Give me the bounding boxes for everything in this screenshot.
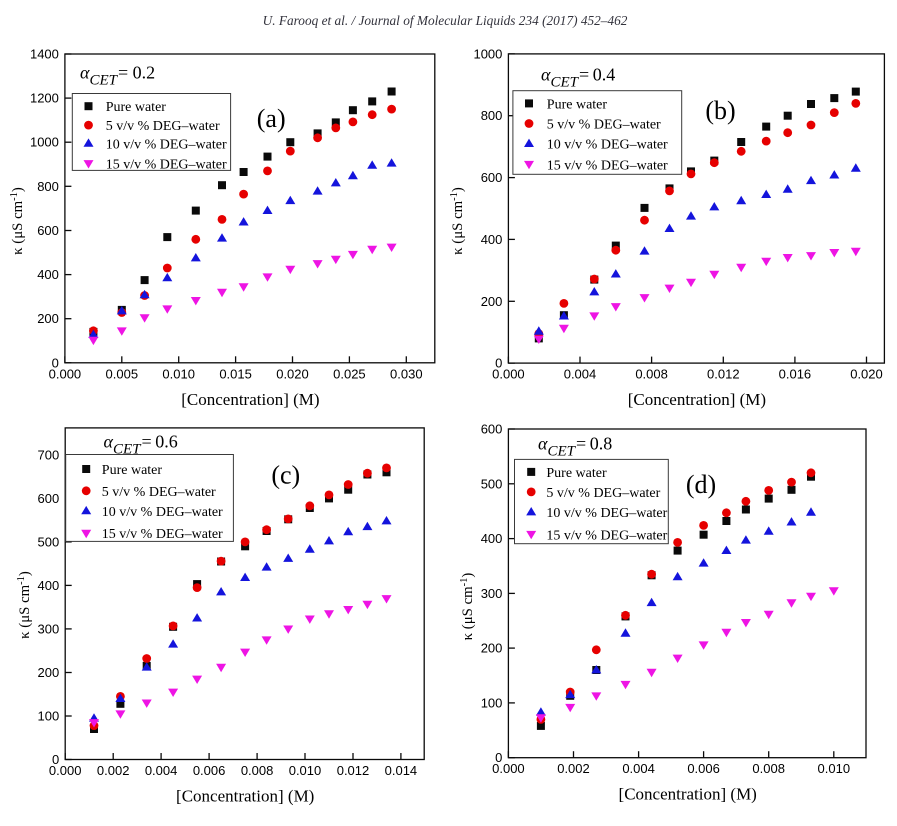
svg-text:0.030: 0.030 [390,366,423,381]
svg-text:600: 600 [37,491,59,506]
svg-text:15 v/v % DEG–water: 15 v/v % DEG–water [547,158,668,173]
svg-text:15 v/v % DEG–water: 15 v/v % DEG–water [106,158,227,173]
svg-text:0.014: 0.014 [385,763,418,778]
svg-text:0.002: 0.002 [557,761,590,776]
svg-text:0: 0 [495,356,502,371]
svg-text:Pure water: Pure water [106,100,167,115]
svg-text:10 v/v % DEG–water: 10 v/v % DEG–water [547,138,668,153]
svg-text:κ (μS cm-1): κ (μS cm-1) [459,573,476,641]
svg-text:100: 100 [37,709,59,724]
svg-text:200: 200 [481,641,503,656]
svg-text:10 v/v % DEG–water: 10 v/v % DEG–water [106,137,227,152]
svg-text:600: 600 [481,422,503,437]
svg-text:1200: 1200 [30,91,59,106]
svg-text:κ (μS cm-1): κ (μS cm-1) [9,187,26,255]
svg-text:200: 200 [37,311,59,326]
svg-text:10 v/v % DEG–water: 10 v/v % DEG–water [102,505,223,520]
svg-text:400: 400 [481,531,503,546]
svg-text:0.012: 0.012 [707,367,740,382]
svg-text:0.015: 0.015 [219,366,252,381]
svg-text:10 v/v % DEG–water: 10 v/v % DEG–water [546,506,667,521]
svg-text:0.010: 0.010 [162,366,195,381]
svg-text:300: 300 [37,621,59,636]
svg-text:0.008: 0.008 [241,763,274,778]
svg-text:(a): (a) [257,104,286,133]
svg-text:0: 0 [52,752,59,767]
svg-text:0.000: 0.000 [49,763,82,778]
svg-text:0.008: 0.008 [752,761,785,776]
svg-text:5 v/v % DEG–water: 5 v/v % DEG–water [547,118,661,133]
svg-text:0: 0 [495,750,502,765]
svg-text:(d): (d) [686,470,716,499]
svg-text:400: 400 [37,267,59,282]
svg-text:300: 300 [481,586,503,601]
svg-text:0.000: 0.000 [49,366,82,381]
svg-text:1000: 1000 [473,46,502,61]
svg-text:1000: 1000 [30,135,59,150]
svg-text:600: 600 [481,170,503,185]
svg-text:0.010: 0.010 [289,763,322,778]
svg-text:0.008: 0.008 [635,367,668,382]
svg-text:[Concentration] (M): [Concentration] (M) [176,787,314,806]
svg-text:0.000: 0.000 [492,367,525,382]
svg-text:0.012: 0.012 [337,763,370,778]
svg-text:0.006: 0.006 [687,761,720,776]
svg-text:0.000: 0.000 [492,761,525,776]
svg-text:(c): (c) [271,461,300,490]
svg-text:15 v/v % DEG–water: 15 v/v % DEG–water [102,527,223,542]
svg-text:800: 800 [37,179,59,194]
svg-text:700: 700 [37,447,59,462]
svg-text:0.004: 0.004 [145,763,178,778]
svg-text:1400: 1400 [30,47,59,62]
svg-text:[Concentration] (M): [Concentration] (M) [628,390,766,409]
svg-text:200: 200 [481,294,503,309]
svg-text:[Concentration] (M): [Concentration] (M) [619,785,757,804]
svg-text:600: 600 [37,223,59,238]
svg-text:Pure water: Pure water [546,466,607,481]
svg-text:5 v/v % DEG–water: 5 v/v % DEG–water [546,486,660,501]
svg-text:800: 800 [481,108,503,123]
svg-text:κ (μS cm-1): κ (μS cm-1) [16,571,33,639]
svg-text:0.025: 0.025 [333,366,366,381]
svg-text:0.010: 0.010 [818,761,851,776]
svg-text:0.004: 0.004 [622,761,655,776]
svg-text:[Concentration] (M): [Concentration] (M) [181,390,319,409]
svg-text:Pure water: Pure water [547,97,608,112]
svg-text:0.006: 0.006 [193,763,226,778]
svg-text:200: 200 [37,665,59,680]
svg-text:5 v/v % DEG–water: 5 v/v % DEG–water [102,485,216,500]
svg-text:500: 500 [37,534,59,549]
svg-text:5 v/v % DEG–water: 5 v/v % DEG–water [106,119,220,134]
svg-text:0.020: 0.020 [850,367,883,382]
svg-text:0: 0 [52,355,59,370]
svg-text:400: 400 [37,578,59,593]
svg-text:500: 500 [481,476,503,491]
svg-text:(b): (b) [705,96,735,125]
svg-text:0.004: 0.004 [564,367,597,382]
svg-text:0.002: 0.002 [97,763,130,778]
svg-text:0.020: 0.020 [276,366,309,381]
svg-text:400: 400 [481,232,503,247]
svg-text:0.005: 0.005 [106,366,139,381]
svg-text:100: 100 [481,695,503,710]
svg-text:κ (μS cm-1): κ (μS cm-1) [449,187,466,255]
svg-text:Pure water: Pure water [102,463,163,478]
svg-text:U. Farooq et al. / Journal of: U. Farooq et al. / Journal of Molecular … [263,13,628,28]
svg-text:15 v/v % DEG–water: 15 v/v % DEG–water [546,528,667,543]
svg-text:0.016: 0.016 [779,367,812,382]
